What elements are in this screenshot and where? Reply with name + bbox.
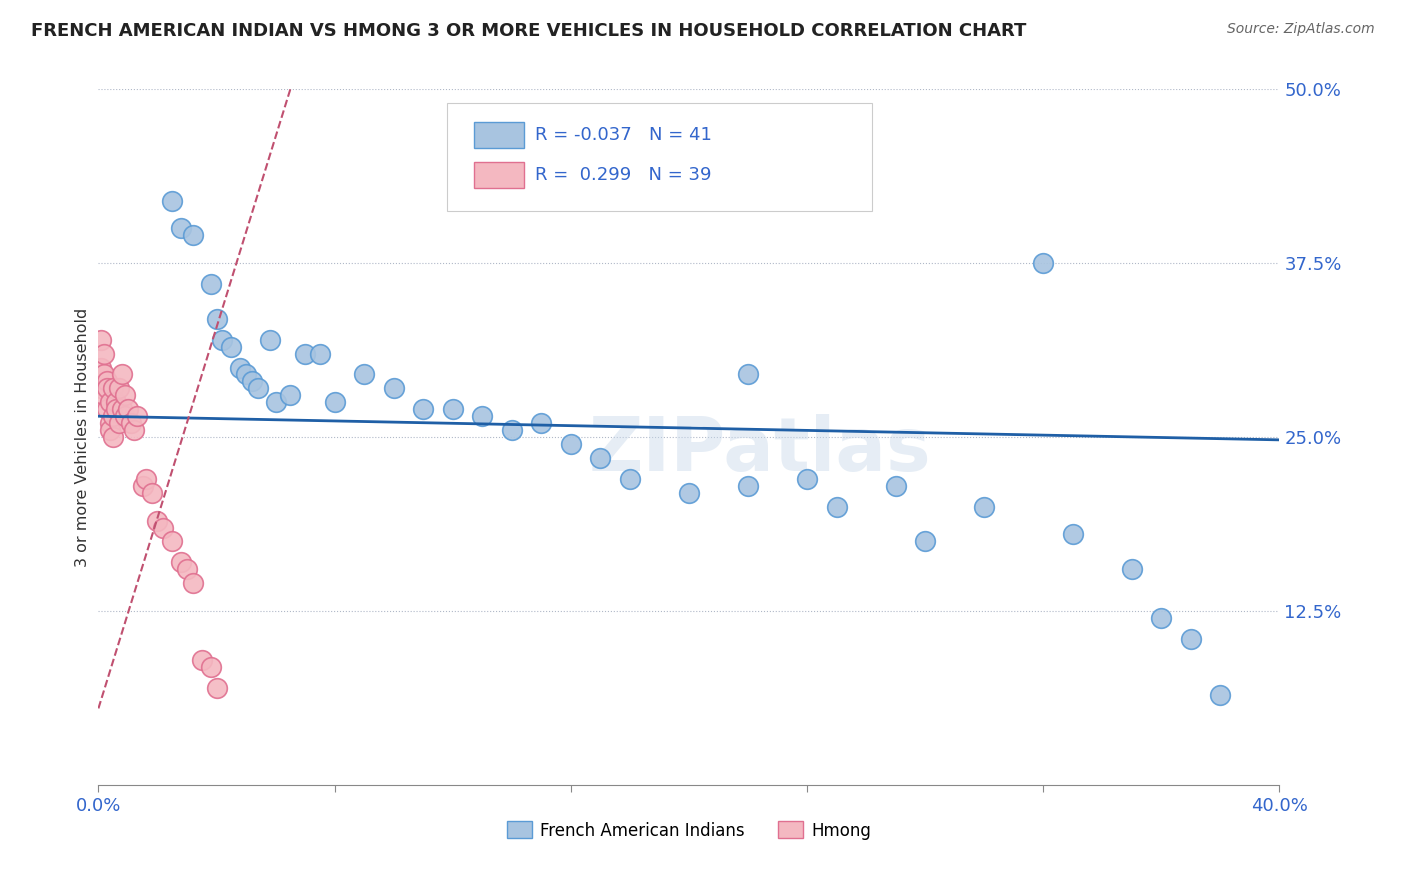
Point — [96, 402, 118, 417]
Point — [259, 333, 281, 347]
Point — [125, 409, 148, 424]
Point — [103, 430, 125, 444]
Point — [235, 368, 257, 382]
Bar — [474, 161, 523, 188]
Point — [108, 381, 131, 395]
Point — [176, 562, 198, 576]
Point — [181, 228, 204, 243]
Point — [973, 500, 995, 514]
Point — [353, 368, 375, 382]
Point — [96, 381, 118, 395]
Y-axis label: 3 or more Vehicles in Household: 3 or more Vehicles in Household — [75, 308, 90, 566]
Point — [205, 681, 228, 695]
Point — [96, 375, 118, 389]
Text: R =  0.299   N = 39: R = 0.299 N = 39 — [536, 166, 711, 184]
Point — [103, 409, 125, 424]
Point — [1150, 611, 1173, 625]
Point — [619, 472, 641, 486]
Point — [200, 277, 222, 291]
Point — [93, 346, 115, 360]
Text: Source: ZipAtlas.com: Source: ZipAtlas.com — [1227, 22, 1375, 37]
Point — [294, 346, 316, 360]
Point — [323, 395, 346, 409]
Point — [280, 388, 302, 402]
Point — [205, 311, 228, 326]
Point — [98, 416, 121, 430]
Legend: French American Indians, Hmong: French American Indians, Hmong — [501, 814, 877, 847]
Point — [737, 368, 759, 382]
Point — [211, 333, 233, 347]
Point — [105, 402, 128, 417]
Point — [264, 395, 287, 409]
Point — [170, 555, 193, 569]
Point — [560, 437, 582, 451]
Point — [240, 375, 263, 389]
Text: ZIPatlas: ZIPatlas — [589, 415, 931, 488]
Point — [181, 576, 204, 591]
Point — [90, 381, 112, 395]
Point — [191, 653, 214, 667]
Point — [98, 423, 121, 437]
Point — [246, 381, 269, 395]
Point — [229, 360, 252, 375]
Point — [114, 388, 136, 402]
Point — [737, 479, 759, 493]
Point — [309, 346, 332, 360]
Point — [103, 381, 125, 395]
Point — [884, 479, 907, 493]
Point — [90, 333, 112, 347]
Point — [1062, 527, 1084, 541]
Point — [120, 416, 142, 430]
Text: R = -0.037   N = 41: R = -0.037 N = 41 — [536, 126, 713, 145]
Point — [914, 534, 936, 549]
Point — [678, 485, 700, 500]
Point — [1121, 562, 1143, 576]
Point — [471, 409, 494, 424]
Point — [170, 221, 193, 235]
Point — [221, 340, 243, 354]
Point — [111, 402, 134, 417]
Point — [111, 368, 134, 382]
Point — [200, 659, 222, 673]
Point — [796, 472, 818, 486]
Point — [162, 534, 183, 549]
Point — [132, 479, 155, 493]
Point — [152, 520, 174, 534]
Point — [1032, 256, 1054, 270]
Point — [114, 409, 136, 424]
Point — [141, 485, 163, 500]
Point — [1180, 632, 1202, 646]
Point — [93, 388, 115, 402]
Point — [93, 368, 115, 382]
Point — [825, 500, 848, 514]
Point — [105, 395, 128, 409]
FancyBboxPatch shape — [447, 103, 872, 211]
Point — [98, 395, 121, 409]
Point — [589, 450, 612, 465]
Point — [441, 402, 464, 417]
Point — [382, 381, 405, 395]
Point — [146, 514, 169, 528]
Point — [501, 423, 523, 437]
Point — [412, 402, 434, 417]
Point — [135, 472, 157, 486]
Point — [108, 416, 131, 430]
Bar — [474, 122, 523, 148]
Text: FRENCH AMERICAN INDIAN VS HMONG 3 OR MORE VEHICLES IN HOUSEHOLD CORRELATION CHAR: FRENCH AMERICAN INDIAN VS HMONG 3 OR MOR… — [31, 22, 1026, 40]
Point — [117, 402, 139, 417]
Point — [530, 416, 553, 430]
Point — [90, 360, 112, 375]
Point — [162, 194, 183, 208]
Point — [122, 423, 145, 437]
Point — [1209, 688, 1232, 702]
